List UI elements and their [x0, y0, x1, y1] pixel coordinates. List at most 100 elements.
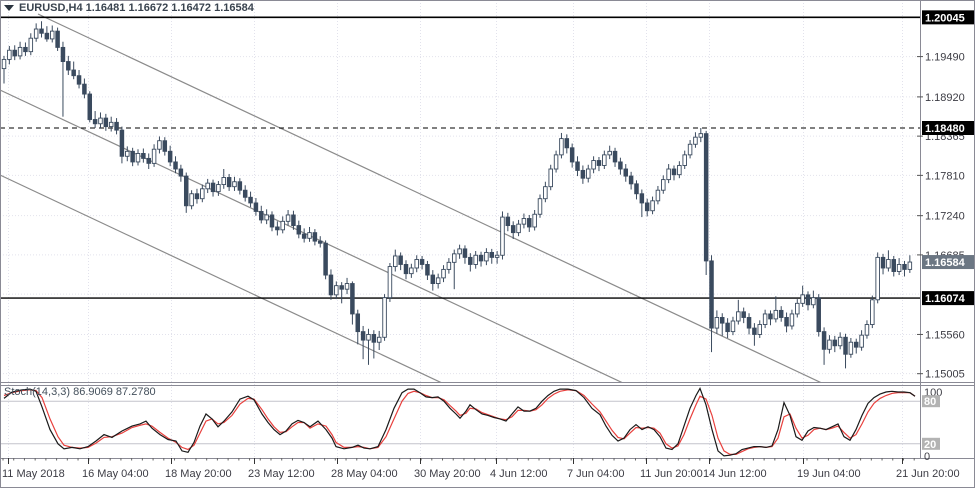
- time-axis-label: 16 May 04:00: [82, 468, 149, 480]
- candle-body: [23, 46, 28, 53]
- candle-body: [55, 30, 60, 48]
- candle-body: [39, 28, 44, 34]
- candle-body: [618, 161, 623, 170]
- candle-body: [280, 220, 285, 231]
- candle-body: [189, 193, 194, 207]
- price-badge: [922, 291, 974, 306]
- candle-body: [859, 334, 864, 348]
- price-badge: [922, 255, 974, 270]
- candle-body: [880, 256, 886, 269]
- candle-body: [334, 285, 339, 296]
- candle-body: [864, 324, 870, 336]
- candle-body: [848, 341, 854, 355]
- candle-body: [639, 193, 645, 204]
- time-axis-label: 19 Jun 04:00: [797, 468, 861, 480]
- candle-body: [71, 69, 76, 77]
- candle-body: [553, 154, 559, 170]
- candle-body: [275, 226, 280, 231]
- candle-body: [827, 339, 832, 350]
- candle-body: [875, 256, 880, 301]
- candle-body: [323, 242, 328, 276]
- candle-body: [232, 181, 237, 188]
- candles-layer: [1, 21, 913, 369]
- candle-body: [559, 138, 564, 156]
- candle-body: [843, 336, 848, 355]
- price-badge-label: 1.18480: [925, 123, 965, 135]
- candle-body: [805, 294, 811, 306]
- candle-body: [285, 214, 291, 222]
- candle-body: [221, 177, 227, 186]
- candle-body: [350, 283, 355, 315]
- time-axis-label: 18 May 20:00: [165, 468, 232, 480]
- candle-body: [623, 168, 629, 177]
- candle-body: [366, 333, 371, 341]
- time-axis-label: 4 Jun 12:00: [490, 468, 548, 480]
- price-badge: [922, 10, 974, 25]
- candle-body: [114, 121, 119, 131]
- candle-body: [28, 37, 34, 53]
- candle-body: [468, 256, 473, 265]
- candle-body: [628, 175, 634, 185]
- candle-body: [634, 183, 639, 195]
- candle-body: [92, 119, 98, 125]
- candle-body: [682, 154, 687, 166]
- candle-body: [205, 182, 210, 190]
- candle-body: [671, 168, 677, 176]
- candle-body: [162, 140, 168, 152]
- candle-body: [580, 169, 586, 179]
- candle-body: [666, 168, 671, 181]
- candle-body: [157, 140, 162, 150]
- candle-body: [494, 254, 500, 258]
- candle-body: [527, 218, 532, 228]
- candle-body: [360, 331, 366, 341]
- candle-body: [441, 268, 446, 279]
- candle-body: [746, 317, 752, 329]
- candle-body: [173, 161, 178, 170]
- time-axis-label: 28 May 04:00: [331, 468, 398, 480]
- stoch-axis-label: 0: [924, 451, 930, 463]
- candle-body: [709, 260, 714, 329]
- candle-body: [425, 264, 430, 276]
- candle-body: [677, 165, 682, 176]
- candle-body: [125, 150, 130, 157]
- candle-body: [403, 264, 409, 275]
- channel-trendline[interactable]: [37, 13, 826, 385]
- candle-body: [543, 186, 548, 200]
- candle-body: [655, 189, 661, 202]
- candle-body: [446, 261, 452, 270]
- stoch-main-line: [3, 386, 916, 457]
- candle-body: [344, 283, 350, 290]
- candle-body: [789, 313, 795, 327]
- candle-body: [768, 313, 773, 320]
- candle-body: [146, 157, 151, 164]
- stoch-badge-label: 80: [924, 396, 936, 408]
- candle-body: [226, 177, 232, 188]
- candle-body: [821, 331, 827, 350]
- price-badge-label: 1.20045: [925, 12, 965, 24]
- candle-body: [548, 168, 553, 188]
- candle-body: [312, 232, 318, 242]
- candle-body: [200, 188, 205, 200]
- stoch-badge: [922, 395, 940, 408]
- candle-body: [135, 153, 141, 163]
- candle-body: [505, 216, 511, 227]
- candle-body: [473, 254, 478, 265]
- candle-body: [757, 324, 763, 335]
- candle-body: [382, 297, 387, 338]
- candle-body: [585, 168, 591, 179]
- symbol-title: EURUSD,H4 1.16481 1.16672 1.16472 1.1658…: [4, 2, 254, 14]
- price-axis-label: 1.17240: [925, 211, 965, 223]
- candle-body: [393, 255, 398, 268]
- candle-body: [661, 179, 666, 191]
- candle-body: [355, 313, 361, 333]
- candle-body: [317, 240, 323, 244]
- candle-body: [870, 299, 875, 325]
- candle-body: [44, 32, 50, 40]
- candle-body: [773, 309, 779, 320]
- candle-body: [564, 138, 570, 149]
- candle-body: [296, 225, 302, 235]
- candle-body: [339, 285, 344, 290]
- time-axis-label: 7 Jun 04:00: [567, 468, 625, 480]
- candle-body: [736, 311, 741, 322]
